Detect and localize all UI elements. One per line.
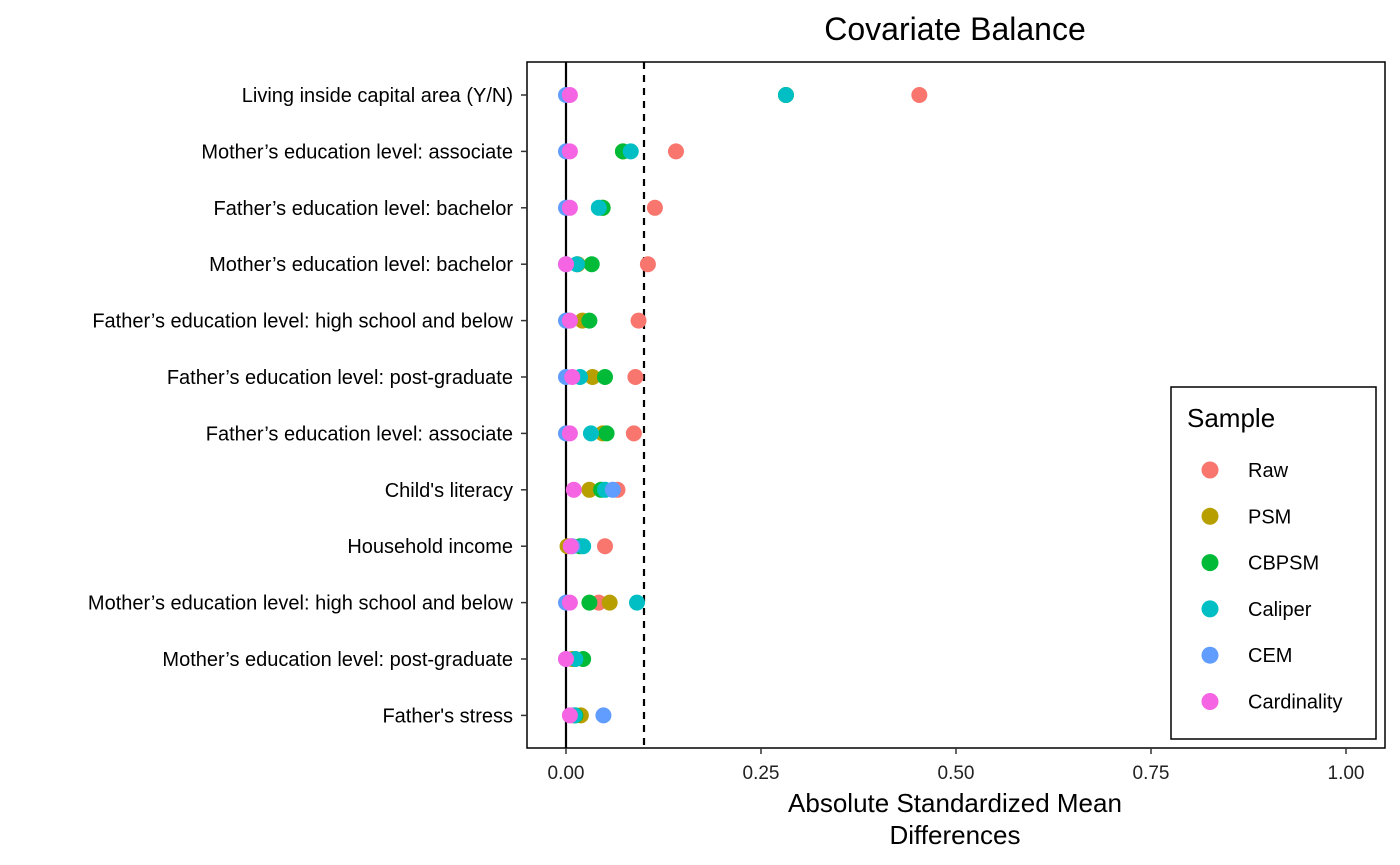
- series-cbpsm: [567, 87, 794, 724]
- legend-key-cbpsm: [1201, 554, 1219, 572]
- data-point: [582, 425, 599, 442]
- legend-label: Caliper: [1248, 599, 1312, 621]
- y-tick-label: Father’s education level: high school an…: [92, 311, 513, 333]
- data-point: [584, 369, 601, 385]
- data-point: [583, 256, 600, 273]
- data-point: [598, 425, 615, 442]
- data-point: [639, 256, 656, 273]
- legend: Sample Raw PSM CBPSM Caliper CEM Cardinality: [1170, 386, 1377, 740]
- data-point: [558, 651, 574, 667]
- data-point: [581, 312, 598, 329]
- data-point: [604, 481, 621, 498]
- data-point: [562, 538, 579, 555]
- x-tick-label: 0.50: [938, 763, 975, 784]
- data-point: [597, 369, 613, 385]
- data-point: [561, 199, 578, 216]
- y-tick-label: Father’s education level: associate: [206, 423, 513, 445]
- data-point: [646, 199, 663, 216]
- data-point: [777, 87, 794, 103]
- y-tick-label: Mother’s education level: associate: [201, 141, 513, 163]
- series-raw: [565, 87, 928, 724]
- series-cardinality: [558, 87, 582, 724]
- x-tick-label: 0.75: [1133, 763, 1170, 784]
- data-point: [561, 312, 578, 329]
- x-tick-label: 1.00: [1328, 763, 1365, 784]
- data-points: [558, 87, 928, 724]
- data-point: [601, 594, 618, 611]
- legend-key-cardinality: [1201, 693, 1219, 710]
- y-tick-label: Living inside capital area (Y/N): [242, 85, 513, 107]
- legend-label: CBPSM: [1248, 553, 1319, 575]
- data-point: [627, 369, 644, 385]
- legend-key-psm: [1201, 507, 1219, 525]
- legend-label: CEM: [1248, 645, 1292, 667]
- series-cem: [558, 87, 621, 724]
- data-point: [911, 87, 928, 103]
- y-axis: Living inside capital area (Y/N) Mother’s…: [88, 85, 527, 727]
- series-psm: [559, 87, 794, 724]
- legend-key-cem: [1201, 646, 1219, 664]
- legend-label: Raw: [1248, 460, 1289, 482]
- data-point: [561, 87, 578, 103]
- x-tick-label: 0.25: [743, 763, 780, 784]
- x-tick-label: 0.00: [548, 763, 585, 784]
- data-point: [581, 594, 598, 611]
- data-point: [558, 256, 574, 273]
- data-point: [667, 143, 684, 160]
- data-point: [565, 481, 582, 498]
- legend-label: PSM: [1248, 506, 1291, 528]
- legend-label: Cardinality: [1248, 692, 1342, 714]
- data-point: [581, 481, 598, 498]
- data-point: [630, 312, 647, 329]
- data-point: [625, 425, 642, 442]
- y-tick-label: Mother’s education level: high school an…: [88, 593, 514, 615]
- data-point: [561, 425, 578, 442]
- data-point: [595, 707, 612, 724]
- legend-key-caliper: [1201, 600, 1219, 618]
- x-axis-title-line-1: Absolute Standardized Mean: [788, 788, 1122, 818]
- legend-title: Sample: [1187, 403, 1275, 433]
- y-tick-label: Household income: [347, 536, 513, 558]
- data-point: [561, 707, 578, 724]
- y-tick-label: Mother’s education level: post-graduate: [162, 649, 513, 671]
- data-point: [590, 199, 607, 216]
- y-tick-label: Father's stress: [382, 705, 513, 727]
- data-point: [597, 538, 613, 555]
- chart-title: Covariate Balance: [824, 11, 1085, 47]
- reference-lines: [564, 62, 646, 748]
- data-point: [628, 594, 645, 611]
- data-point: [561, 594, 578, 611]
- y-tick-label: Father’s education level: bachelor: [214, 198, 514, 220]
- y-tick-label: Child's literacy: [385, 480, 513, 502]
- y-tick-label: Mother’s education level: bachelor: [209, 254, 513, 276]
- legend-items: Raw PSM CBPSM Caliper CEM Cardinality: [1201, 460, 1342, 714]
- x-axis: 0.00 0.25 0.50 0.75 1.00: [548, 748, 1365, 784]
- data-point: [564, 369, 581, 385]
- x-axis-title-line-2: Differences: [889, 820, 1020, 850]
- legend-key-raw: [1201, 461, 1219, 479]
- series-caliper: [560, 87, 794, 724]
- data-point: [561, 143, 578, 160]
- y-tick-label: Father’s education level: post-graduate: [167, 367, 513, 389]
- data-point: [622, 143, 639, 160]
